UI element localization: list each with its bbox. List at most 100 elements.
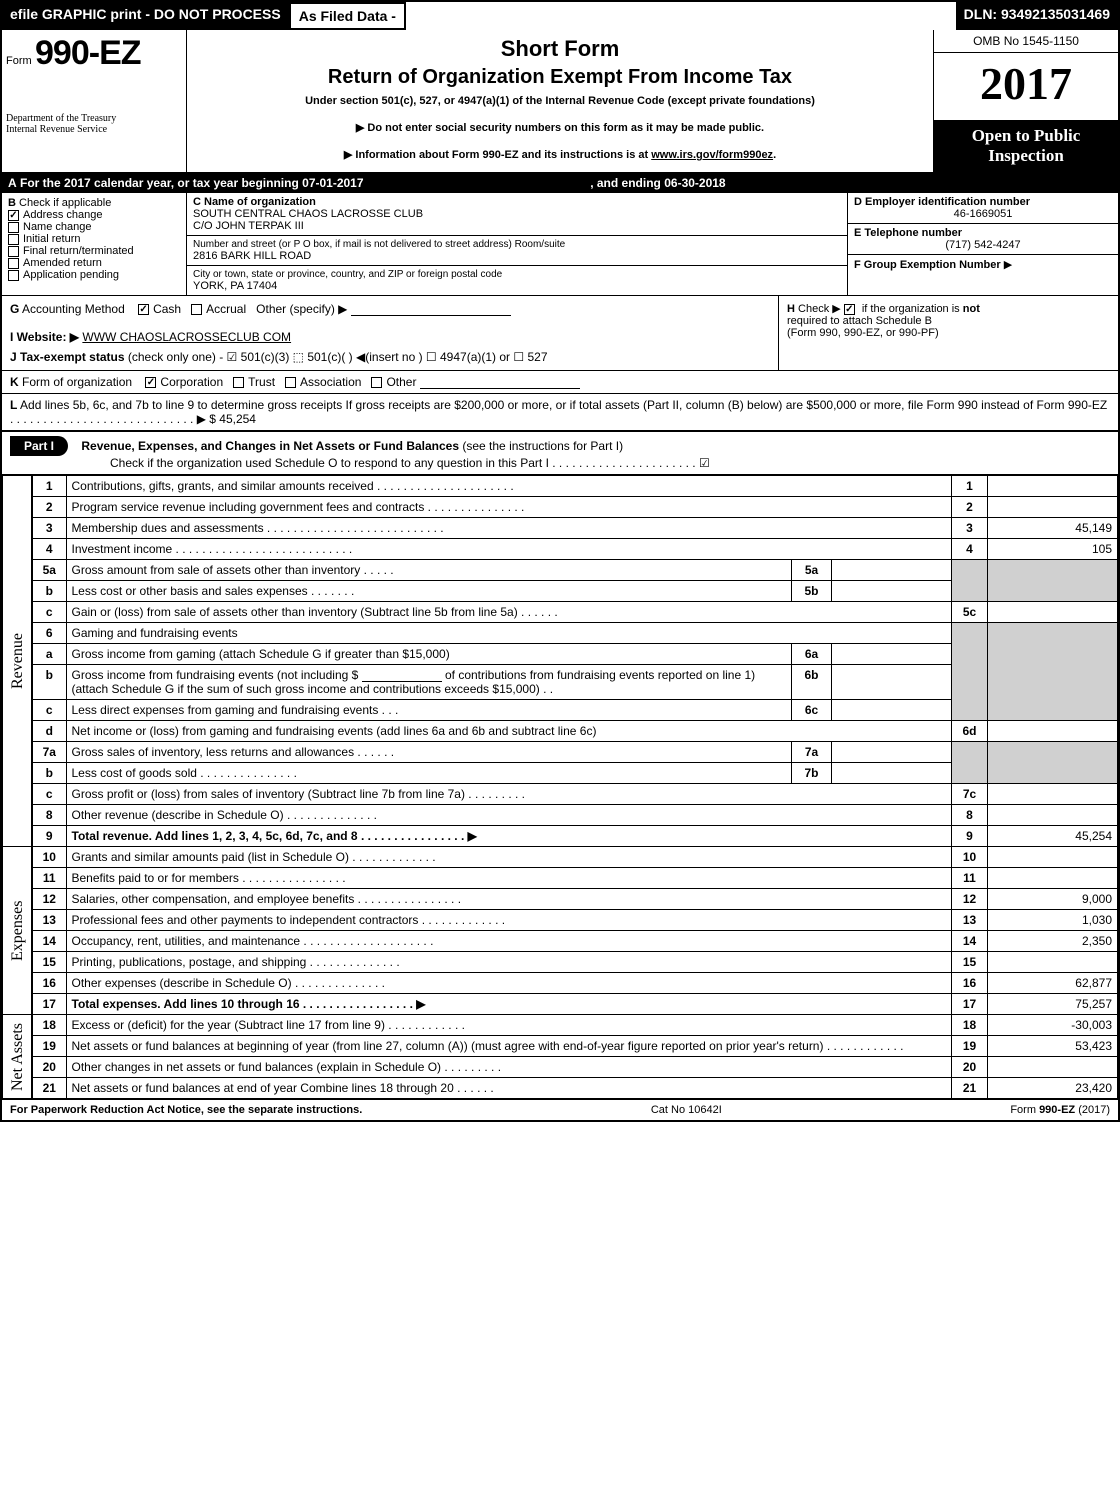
l9-rnum: 9: [952, 826, 988, 847]
open-public-line2: Inspection: [938, 146, 1114, 166]
l6b-blank[interactable]: [362, 670, 442, 682]
chk-trust[interactable]: [233, 377, 244, 388]
header-right: OMB No 1545-1150 2017 Open to Public Ins…: [933, 30, 1118, 172]
row-h-text2: if the organization is: [862, 303, 960, 315]
chk-accrual[interactable]: [191, 304, 202, 315]
l3-rval: 45,149: [988, 518, 1118, 539]
form-note2: ▶ Information about Form 990-EZ and its …: [197, 148, 923, 161]
chk-amended-return[interactable]: [8, 258, 19, 269]
line-15: 15 Printing, publications, postage, and …: [3, 952, 1118, 973]
part1-table: Revenue 1 Contributions, gifts, grants, …: [2, 475, 1118, 1099]
lbl-cash: Cash: [153, 302, 181, 316]
row-a-taxyear: A For the 2017 calendar year, or tax yea…: [2, 173, 1118, 193]
lbl-application-pending: Application pending: [23, 269, 119, 281]
chk-initial-return[interactable]: [8, 234, 19, 245]
l19-num: 19: [32, 1036, 66, 1057]
l13-desc: Professional fees and other payments to …: [66, 910, 952, 931]
lbl-address-change: Address change: [23, 209, 103, 221]
side-expenses: Expenses: [3, 847, 33, 1015]
l10-rval: [988, 847, 1118, 868]
l14-num: 14: [32, 931, 66, 952]
section-bcdef: B Check if applicable Address change Nam…: [2, 193, 1118, 296]
l7c-rnum: 7c: [952, 784, 988, 805]
l18-desc: Excess or (deficit) for the year (Subtra…: [66, 1015, 952, 1036]
l5c-rval: [988, 602, 1118, 623]
l7c-rval: [988, 784, 1118, 805]
l17-num: 17: [32, 994, 66, 1015]
l7a-box: 7a: [792, 742, 832, 763]
l5a-boxval: [832, 560, 952, 581]
l15-rnum: 15: [952, 952, 988, 973]
row-l-value: 45,254: [219, 412, 256, 426]
row-g-text: Accounting Method: [22, 302, 125, 316]
chk-schedule-b[interactable]: [844, 304, 855, 315]
ein-value: 46-1669051: [854, 208, 1112, 220]
l4-desc: Investment income . . . . . . . . . . . …: [66, 539, 952, 560]
l7b-boxval: [832, 763, 952, 784]
l7a-desc: Gross sales of inventory, less returns a…: [66, 742, 792, 763]
l19-rnum: 19: [952, 1036, 988, 1057]
line-13: 13 Professional fees and other payments …: [3, 910, 1118, 931]
line-7a: 7a Gross sales of inventory, less return…: [3, 742, 1118, 763]
dln-value: 93492135031469: [1001, 6, 1110, 22]
l1-rval: [988, 476, 1118, 497]
l9-desc: Total revenue. Add lines 1, 2, 3, 4, 5c,…: [66, 826, 952, 847]
topbar-asfiled-label: As Filed Data -: [289, 2, 406, 30]
row-h-not: not: [963, 303, 980, 315]
chk-cash[interactable]: [138, 304, 149, 315]
l6a-desc: Gross income from gaming (attach Schedul…: [66, 644, 792, 665]
chk-final-return[interactable]: [8, 246, 19, 257]
l8-rval: [988, 805, 1118, 826]
l7b-num: b: [32, 763, 66, 784]
l7c-num: c: [32, 784, 66, 805]
l6b-box: 6b: [792, 665, 832, 700]
l13-rval: 1,030: [988, 910, 1118, 931]
row-k-label: K: [10, 375, 19, 389]
topbar-dln: DLN: 93492135031469: [956, 2, 1118, 30]
lbl-corporation: Corporation: [160, 375, 223, 389]
l11-desc: Benefits paid to or for members . . . . …: [66, 868, 952, 889]
irs-link[interactable]: www.irs.gov/form990ez: [651, 149, 773, 161]
line-6b: b Gross income from fundraising events (…: [3, 665, 1118, 700]
l16-num: 16: [32, 973, 66, 994]
l7b-box: 7b: [792, 763, 832, 784]
phone-label: E Telephone number: [854, 227, 962, 239]
chk-association[interactable]: [285, 377, 296, 388]
l4-rval: 105: [988, 539, 1118, 560]
phone-value: (717) 542-4247: [854, 239, 1112, 251]
l20-rval: [988, 1057, 1118, 1078]
l6c-num: c: [32, 700, 66, 721]
grey-5ab-val: [988, 560, 1118, 602]
l14-desc: Occupancy, rent, utilities, and maintena…: [66, 931, 952, 952]
lbl-association: Association: [300, 375, 361, 389]
line-6d: d Net income or (loss) from gaming and f…: [3, 721, 1118, 742]
l9-desc-b: Total revenue. Add lines 1, 2, 3, 4, 5c,…: [72, 829, 477, 843]
l20-rnum: 20: [952, 1057, 988, 1078]
part1-header-row: Part I Revenue, Expenses, and Changes in…: [2, 431, 1118, 475]
l1-num: 1: [32, 476, 66, 497]
short-form-label: Short Form: [197, 36, 923, 62]
line-14: 14 Occupancy, rent, utilities, and maint…: [3, 931, 1118, 952]
row-g: G Accounting Method Cash Accrual Other (…: [2, 296, 778, 370]
chk-application-pending[interactable]: [8, 270, 19, 281]
l7a-boxval: [832, 742, 952, 763]
l14-rnum: 14: [952, 931, 988, 952]
part1-title: Revenue, Expenses, and Changes in Net As…: [81, 439, 459, 453]
chk-corporation[interactable]: [145, 377, 156, 388]
form-title: Return of Organization Exempt From Incom…: [197, 66, 923, 89]
other-org-input[interactable]: [420, 377, 580, 389]
other-specify-input[interactable]: [351, 304, 511, 316]
l5c-rnum: 5c: [952, 602, 988, 623]
l3-rnum: 3: [952, 518, 988, 539]
chk-other-org[interactable]: [371, 377, 382, 388]
col-c-addr-label: Number and street (or P O box, if mail i…: [193, 239, 841, 250]
chk-address-change[interactable]: [8, 210, 19, 221]
line-6: 6 Gaming and fundraising events: [3, 623, 1118, 644]
l21-num: 21: [32, 1078, 66, 1099]
chk-name-change[interactable]: [8, 222, 19, 233]
l12-rval: 9,000: [988, 889, 1118, 910]
row-h-text1: Check ▶: [798, 303, 841, 315]
l16-rnum: 16: [952, 973, 988, 994]
org-name: SOUTH CENTRAL CHAOS LACROSSE CLUB: [193, 208, 841, 220]
row-i-label: I Website: ▶: [10, 330, 79, 344]
